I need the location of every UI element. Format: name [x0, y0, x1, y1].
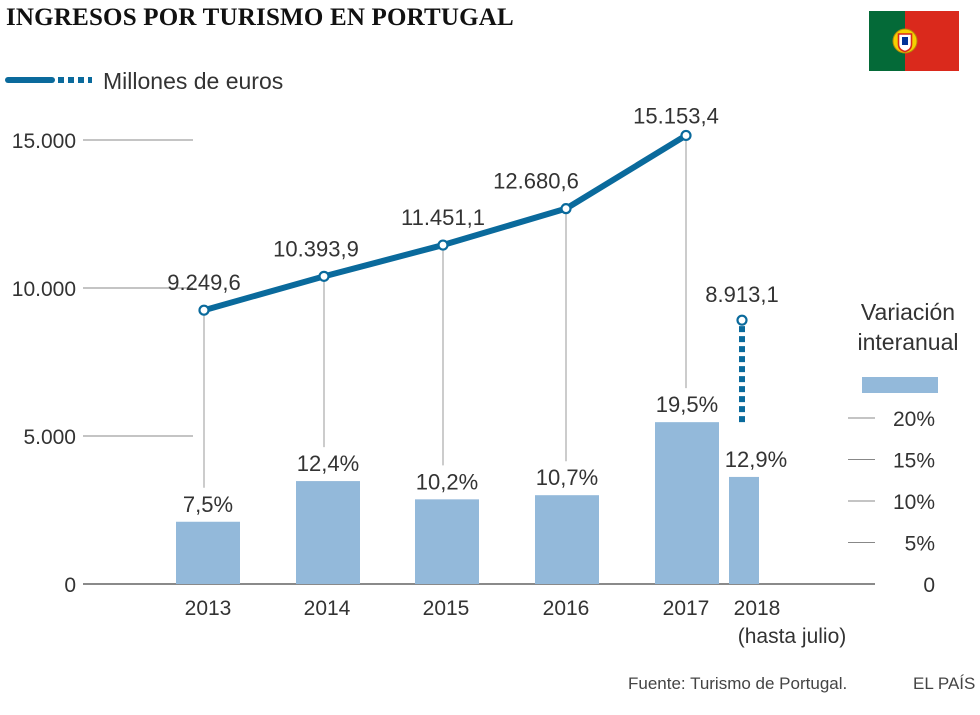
bar-value-label: 10,7%	[536, 465, 598, 490]
line-value-label: 11.451,1	[401, 205, 485, 230]
legend-bar-label-line1: Variación	[861, 299, 955, 325]
legend-bar-label-line2: interanual	[857, 329, 958, 355]
line-value-label: 9.249,6	[167, 270, 240, 295]
y-axis-right-tick-label: 20%	[893, 408, 935, 431]
x-axis-category-label: 2017	[663, 597, 710, 620]
source-note: Fuente: Turismo de Portugal.	[628, 674, 848, 693]
y-axis-right-tick-label: 10%	[893, 491, 935, 514]
y-axis-left-tick-label: 0	[64, 574, 76, 597]
line-value-label: 12.680,6	[493, 169, 579, 194]
line-point	[437, 239, 449, 251]
bar-variacion	[296, 481, 360, 584]
bar-value-label: 7,5%	[183, 492, 233, 517]
line-value-label: 10.393,9	[273, 236, 359, 261]
bar-variacion	[415, 499, 479, 584]
line-value-label: 15.153,4	[633, 103, 719, 128]
line-point	[680, 129, 692, 142]
x-axis-category-label: 2013	[185, 597, 232, 620]
y-axis-left-tick-label: 15.000	[12, 130, 76, 153]
y-axis-left-tick-label: 10.000	[12, 278, 76, 301]
y-axis-right-tick-label: 5%	[905, 533, 935, 556]
line-point	[198, 304, 210, 316]
bar-value-label: 12,9%	[725, 447, 787, 472]
bar-value-label: 12,4%	[297, 451, 359, 476]
bar-variacion	[655, 422, 719, 584]
bar-variacion	[176, 521, 240, 584]
line-point	[736, 314, 748, 326]
y-axis-right-tick-label: 15%	[893, 450, 935, 473]
y-axis-left-tick-label: 5.000	[23, 426, 76, 449]
x-axis-category-label: 2014	[304, 597, 351, 620]
bar-variacion	[729, 476, 759, 584]
y-axis-right-tick-label: 0	[923, 574, 935, 597]
chart-title: INGRESOS POR TURISMO EN PORTUGAL	[6, 4, 514, 31]
line-point	[318, 270, 330, 282]
line-value-label: 8.913,1	[705, 282, 778, 307]
portugal-flag-icon	[869, 11, 959, 71]
flag-shield-inner	[902, 37, 908, 45]
bar-value-label: 19,5%	[656, 392, 718, 417]
bar-value-label: 10,2%	[416, 469, 478, 494]
bar-variacion	[535, 495, 599, 584]
x-axis-category-sublabel: (hasta julio)	[738, 625, 847, 648]
legend-line-label: Millones de euros	[103, 68, 283, 94]
line-point	[560, 203, 572, 215]
x-axis-category-label: 2015	[423, 597, 470, 620]
publisher-logo: EL PAÍS	[913, 674, 976, 693]
legend-bar-swatch	[862, 377, 938, 393]
x-axis-category-label: 2018	[734, 597, 781, 620]
x-axis-category-label: 2016	[543, 597, 590, 620]
